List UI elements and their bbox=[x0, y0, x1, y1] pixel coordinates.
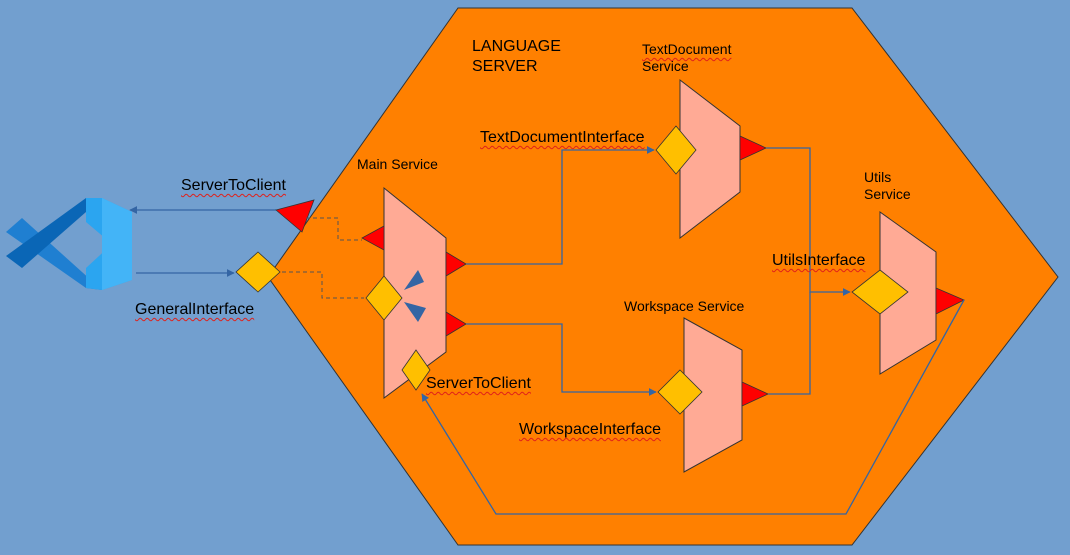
dashed-delegate-inbound bbox=[282, 271, 364, 299]
language-server-title-line2: SERVER bbox=[472, 58, 538, 75]
dashed-delegate-outbound bbox=[306, 217, 362, 241]
main-service-port-bottom bbox=[445, 311, 467, 337]
textdocument-service-label-line1: TextDocument bbox=[642, 41, 732, 57]
language-server-title-line1: LANGUAGE bbox=[472, 38, 561, 55]
workspace-interface-label: WorkspaceInterface bbox=[519, 421, 661, 438]
workspace-service-port bbox=[741, 381, 769, 407]
main-service-port-top bbox=[445, 251, 467, 277]
server-to-client-edge-port bbox=[275, 199, 315, 233]
main-service-label: Main Service bbox=[357, 156, 438, 172]
main-service-block bbox=[383, 186, 447, 399]
workspace-interface-diamond bbox=[657, 369, 703, 415]
textdocument-service-block bbox=[679, 78, 741, 240]
utils-service-port bbox=[935, 287, 965, 315]
textdocument-connector bbox=[466, 146, 655, 265]
server-to-client-return-connector bbox=[421, 299, 965, 515]
main-service-server-to-client-diamond bbox=[401, 349, 431, 391]
vscode-icon bbox=[6, 198, 132, 290]
utils-service-label-line2: Service bbox=[864, 186, 911, 202]
general-interface-label: GeneralInterface bbox=[135, 301, 255, 318]
textdocument-interface-label: TextDocumentInterface bbox=[480, 129, 645, 146]
general-interface-edge-diamond bbox=[235, 251, 281, 293]
main-service-port-left bbox=[361, 225, 385, 251]
internal-arrowhead-2 bbox=[404, 302, 426, 322]
utils-service-block bbox=[879, 211, 937, 375]
workspace-service-label: Workspace Service bbox=[624, 298, 745, 314]
textdocument-service-label-line2: Service bbox=[642, 58, 689, 74]
workspace-service-block bbox=[683, 317, 743, 473]
textdocument-interface-diamond bbox=[655, 125, 697, 175]
utils-connector-from-workspace bbox=[768, 292, 811, 395]
workspace-connector bbox=[466, 323, 657, 396]
main-service-interface-diamond bbox=[365, 275, 403, 321]
server-to-client-outer-label: ServerToClient bbox=[181, 177, 286, 194]
utils-interface-label: UtilsInterface bbox=[772, 252, 866, 269]
textdocument-service-port bbox=[739, 135, 767, 161]
internal-arrowhead-1 bbox=[404, 270, 424, 290]
utils-service-label-line1: Utils bbox=[864, 169, 892, 185]
utils-interface-diamond bbox=[851, 269, 909, 315]
server-to-client-inner-label: ServerToClient bbox=[426, 375, 531, 392]
utils-connector-from-textdocument bbox=[766, 147, 851, 296]
